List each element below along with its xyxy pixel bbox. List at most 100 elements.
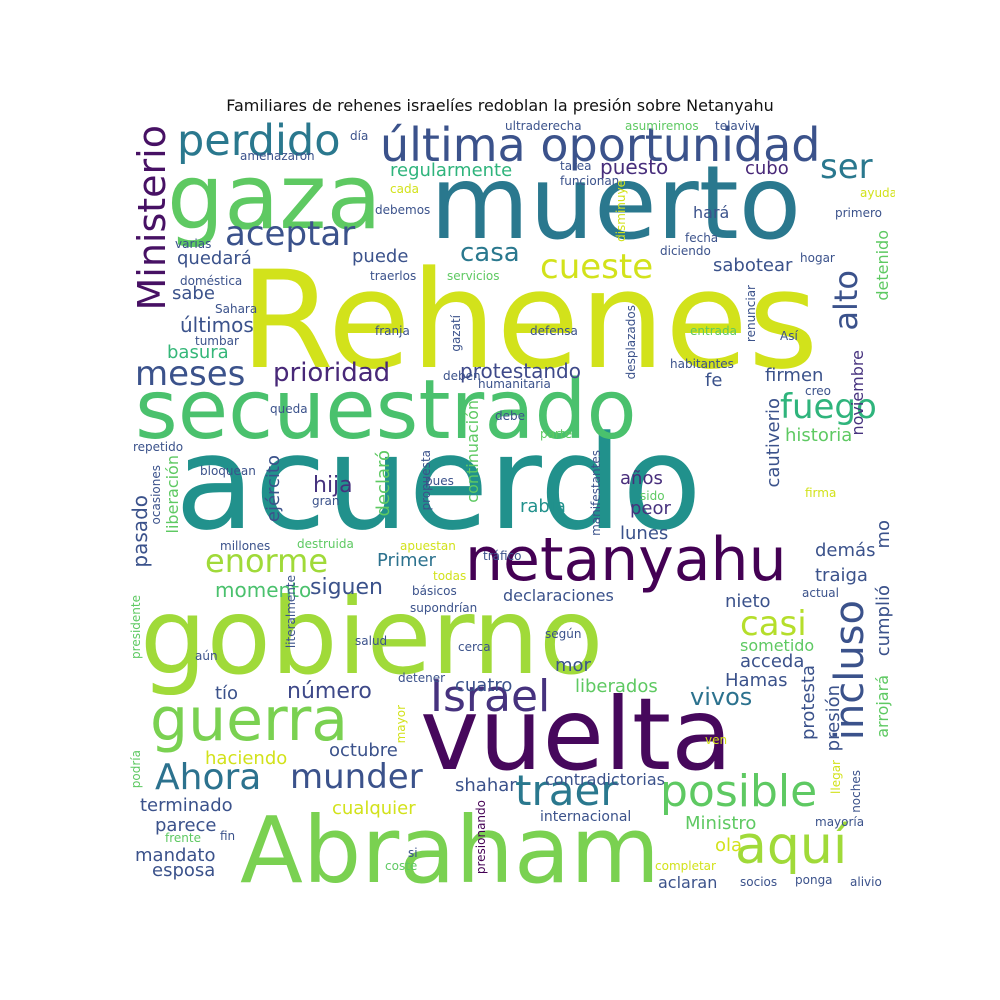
word-apuestan: apuestan bbox=[400, 539, 456, 553]
word-enorme: enorme bbox=[205, 542, 328, 580]
word-vivos: vivos bbox=[690, 683, 753, 711]
word-siguen: siguen bbox=[310, 575, 383, 600]
word-ayuda: ayuda bbox=[860, 186, 895, 200]
word-frente: frente bbox=[165, 831, 201, 845]
word-vuelta: vuelta bbox=[420, 676, 733, 793]
word-bloquean: bloquean bbox=[200, 464, 256, 478]
word-abraham: Abraham bbox=[240, 797, 660, 891]
word-rabia: rabia bbox=[520, 496, 566, 517]
word-mayoria: mayoría bbox=[815, 815, 865, 829]
word-si: si bbox=[408, 846, 418, 860]
word-pasado: pasado bbox=[128, 495, 152, 568]
word-ser: ser bbox=[820, 147, 873, 187]
word-franja: franja bbox=[375, 324, 410, 338]
word-alivio: alivio bbox=[850, 875, 882, 889]
word-acceda: acceda bbox=[740, 651, 805, 672]
word-sido: sido bbox=[640, 489, 665, 503]
word-entrada: entrada bbox=[690, 324, 737, 338]
word-mandato: mandato bbox=[135, 845, 216, 866]
word-momento: momento bbox=[215, 578, 312, 602]
word-parece: parece bbox=[155, 815, 217, 836]
word-munder: munder bbox=[290, 757, 423, 797]
word-presionando: presionando bbox=[474, 800, 488, 875]
word-diciendo: diciendo bbox=[660, 244, 711, 258]
word-ministerio: Ministerio bbox=[130, 125, 174, 311]
word-gazati: gazatí bbox=[449, 315, 463, 352]
word-cumplio: cumplió bbox=[873, 585, 894, 657]
word-contradictorias: contradictorias bbox=[545, 770, 666, 789]
word-liberados: liberados bbox=[575, 676, 658, 697]
word-cualquier: cualquier bbox=[332, 798, 416, 819]
word-sabe: sabe bbox=[172, 283, 215, 304]
word-mor: mor bbox=[555, 655, 591, 676]
word-telaviv: telaviv bbox=[715, 120, 756, 133]
word-ministro: Ministro bbox=[685, 813, 757, 834]
word-netanyahu: netanyahu bbox=[465, 525, 787, 595]
word-literalmente: literalmente bbox=[284, 575, 298, 649]
word-defensa: defensa bbox=[530, 324, 578, 338]
word-haciendo: haciendo bbox=[205, 748, 288, 769]
word-cada: cada bbox=[390, 182, 419, 196]
word-quedara: quedará bbox=[177, 248, 252, 269]
word-cloud: Rehenes acuerdo gobierno muerto secuestrado v… bbox=[125, 120, 895, 890]
word-noviembre: noviembre bbox=[848, 350, 867, 436]
word-asi: Así bbox=[780, 329, 798, 343]
word-millones: millones bbox=[220, 539, 271, 553]
word-arrojara: arrojará bbox=[873, 675, 892, 738]
word-prioridad: prioridad bbox=[273, 358, 391, 388]
word-fin: fin bbox=[220, 829, 236, 843]
word-tumbar: tumbar bbox=[195, 334, 239, 348]
word-hija: hija bbox=[313, 473, 353, 498]
word-actual: actual bbox=[802, 586, 839, 600]
word-gaza: gaza bbox=[167, 145, 382, 250]
word-debemos: debemos bbox=[375, 203, 431, 217]
word-hogar: hogar bbox=[800, 251, 835, 265]
word-coste: coste bbox=[385, 859, 418, 873]
word-ocasiones: ocasiones bbox=[149, 465, 163, 525]
word-basura: basura bbox=[167, 342, 229, 363]
word-firmen: firmen bbox=[765, 365, 824, 386]
word-ola: ola bbox=[715, 835, 743, 856]
word-cerca: cerca bbox=[458, 640, 491, 654]
word-ultimos: últimos bbox=[180, 313, 254, 337]
word-desplazados: desplazados bbox=[624, 305, 638, 380]
word-primero: primero bbox=[835, 206, 882, 220]
word-fuego: fuego bbox=[780, 387, 877, 427]
word-manifestantes: manifestantes bbox=[589, 450, 603, 536]
word-demas: demás bbox=[815, 540, 876, 561]
word-deben: deben bbox=[443, 369, 481, 383]
word-declaraciones: declaraciones bbox=[503, 586, 614, 605]
word-casa: casa bbox=[460, 238, 520, 268]
word-salud: salud bbox=[355, 634, 388, 648]
word-acuerdo: acuerdo bbox=[175, 407, 702, 559]
word-guerra: guerra bbox=[150, 685, 349, 755]
word-internacional: internacional bbox=[540, 809, 632, 825]
word-supondrian: supondrían bbox=[410, 601, 478, 615]
word-llegar: llegar bbox=[829, 760, 843, 794]
word-socios: socios bbox=[740, 875, 778, 889]
word-mayor: mayor bbox=[394, 705, 408, 744]
word-podria: podría bbox=[129, 750, 143, 789]
word-traerlos: traerlos bbox=[370, 269, 417, 283]
word-tarea: tarea bbox=[560, 159, 592, 173]
word-dia: día bbox=[350, 129, 369, 143]
word-aclaran: aclaran bbox=[658, 873, 718, 891]
word-repetido: repetido bbox=[133, 440, 184, 454]
word-ponga: ponga bbox=[795, 873, 833, 887]
word-pues: pues bbox=[425, 474, 454, 488]
word-historia: historia bbox=[785, 425, 853, 446]
word-basicos: básicos bbox=[412, 584, 457, 598]
word-servicios: servicios bbox=[447, 269, 500, 283]
word-liberacion: liberación bbox=[163, 455, 182, 534]
word-shahar: shahar bbox=[455, 775, 517, 796]
word-ultima-oportunidad: última oportunidad bbox=[380, 120, 821, 172]
word-israel: Israel bbox=[430, 671, 551, 722]
word-cuatro: cuatro bbox=[455, 675, 513, 696]
word-muerto: muerto bbox=[430, 144, 802, 263]
word-trafico: tráfico bbox=[483, 549, 522, 563]
word-posible: posible bbox=[660, 766, 818, 817]
word-todas: todas bbox=[433, 569, 467, 583]
word-debe: debe bbox=[495, 409, 525, 423]
word-hamas: Hamas bbox=[725, 670, 788, 691]
word-perdido: perdido bbox=[177, 120, 341, 166]
